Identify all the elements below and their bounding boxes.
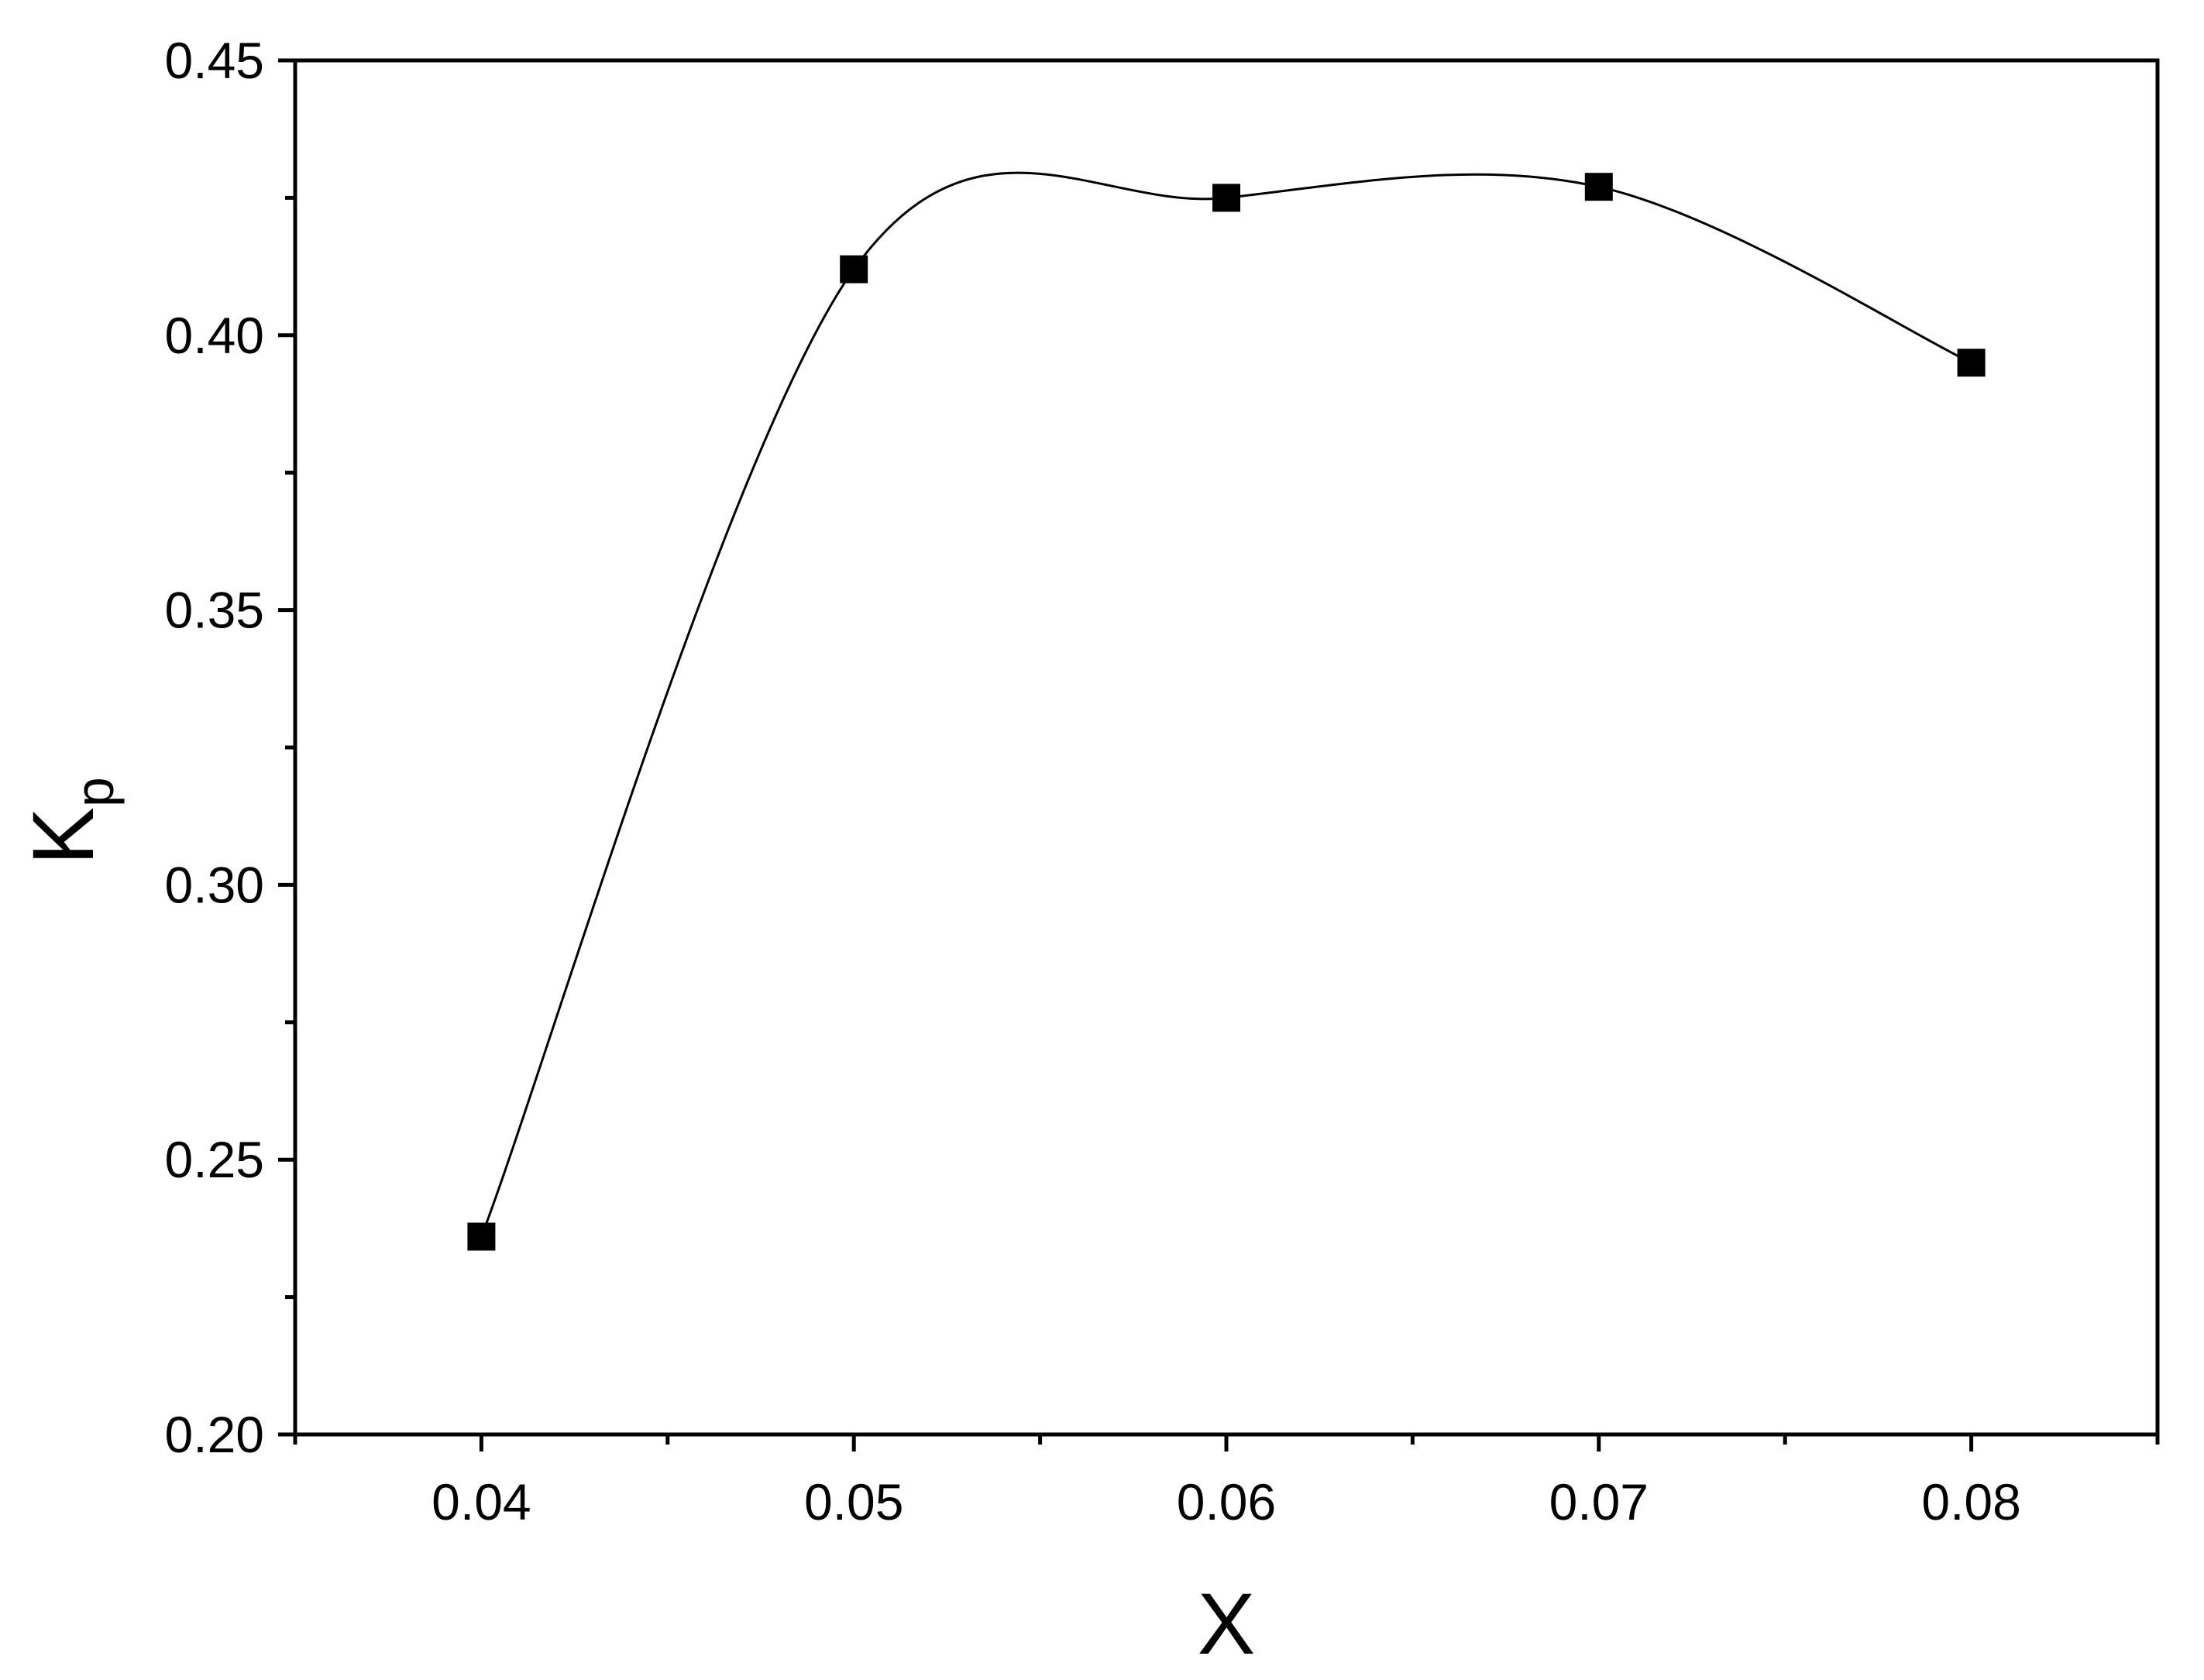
data-point bbox=[1212, 184, 1240, 212]
data-point bbox=[1584, 173, 1613, 201]
x-tick-label: 0.04 bbox=[432, 1473, 531, 1531]
plot-frame bbox=[293, 58, 2160, 1437]
x-tick-label: 0.07 bbox=[1549, 1473, 1649, 1531]
y-tick-label: 0.25 bbox=[165, 1131, 264, 1188]
y-axis-title: Kp bbox=[15, 777, 125, 865]
x-tick-label: 0.06 bbox=[1177, 1473, 1276, 1531]
data-point bbox=[467, 1222, 496, 1251]
y-tick-label: 0.40 bbox=[165, 307, 264, 364]
y-tick-label: 0.20 bbox=[165, 1406, 264, 1463]
series-line bbox=[480, 171, 1972, 1238]
y-axis-title-main: K bbox=[15, 807, 112, 865]
y-tick-label: 0.45 bbox=[165, 32, 264, 89]
data-point bbox=[840, 255, 868, 283]
y-tick-label: 0.30 bbox=[165, 856, 264, 913]
x-tick-label: 0.08 bbox=[1921, 1473, 2020, 1531]
x-tick-label: 0.05 bbox=[804, 1473, 903, 1531]
y-axis-title-subscript: p bbox=[64, 777, 125, 807]
data-point bbox=[1957, 349, 1986, 377]
x-axis-title: X bbox=[1198, 1575, 1256, 1672]
y-tick-label: 0.35 bbox=[165, 582, 264, 639]
